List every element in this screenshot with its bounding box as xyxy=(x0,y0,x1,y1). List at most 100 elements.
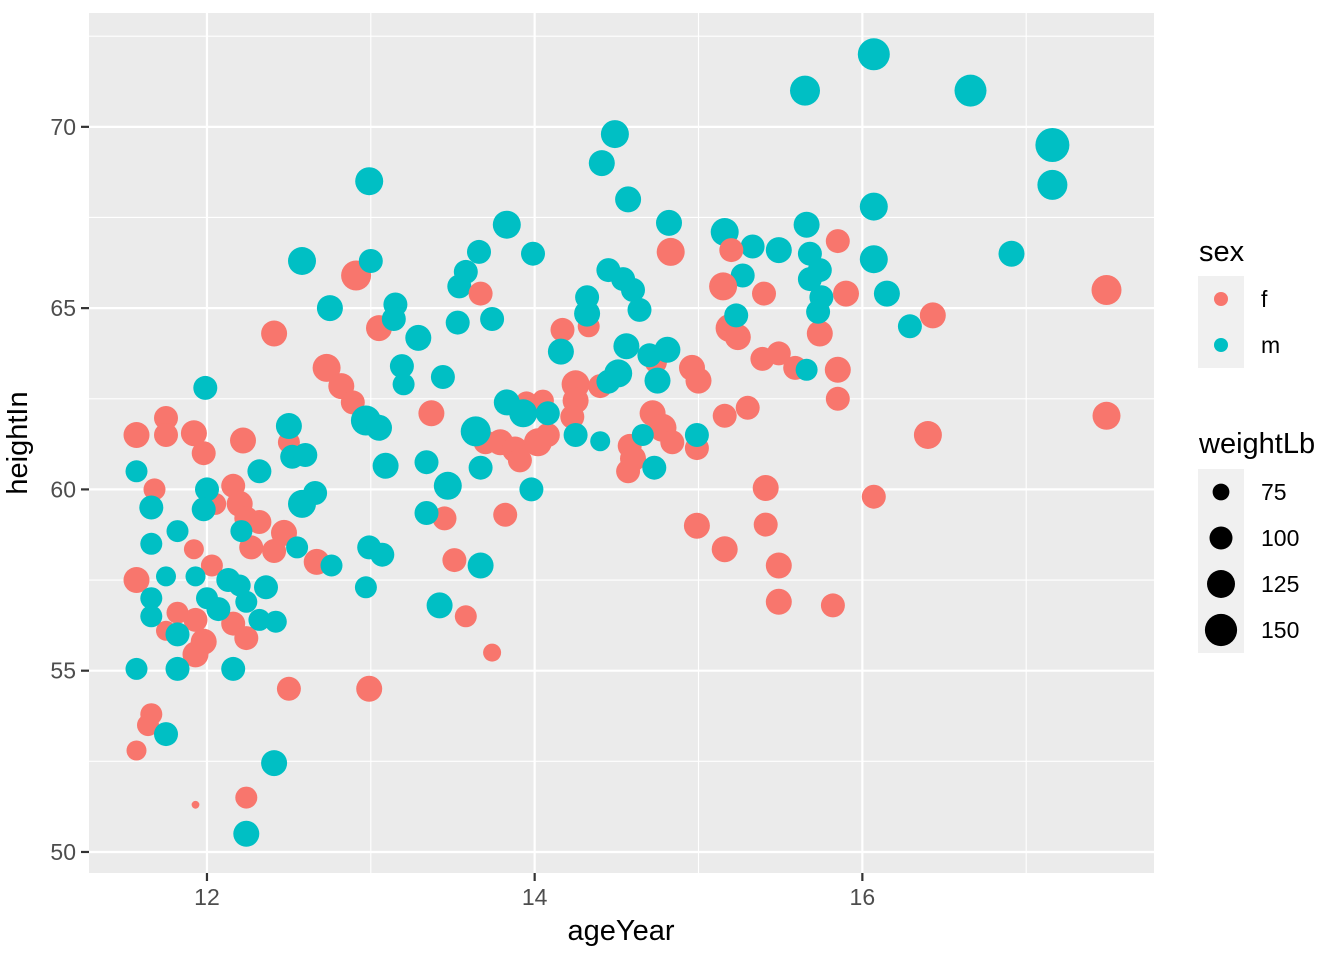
data-point-f xyxy=(154,406,178,430)
data-point-m xyxy=(140,605,163,628)
data-point-m xyxy=(590,431,611,452)
legend-size-title: weightLb xyxy=(1198,428,1315,460)
data-point-m xyxy=(354,576,377,599)
data-point-f xyxy=(123,567,150,593)
data-point-f xyxy=(234,626,259,651)
data-point-m xyxy=(320,554,343,577)
data-point-m xyxy=(316,295,343,322)
data-point-m xyxy=(366,414,392,441)
data-point-m xyxy=(293,443,318,467)
data-point-f xyxy=(356,675,383,702)
data-point-m xyxy=(191,497,216,522)
data-point-m xyxy=(806,299,831,324)
data-point-f xyxy=(711,536,738,563)
data-point-m xyxy=(724,303,749,328)
data-point-m xyxy=(740,234,765,259)
data-point-f xyxy=(825,229,850,254)
data-point-m xyxy=(859,245,888,274)
data-point-f xyxy=(137,714,159,737)
data-point-m xyxy=(519,477,544,502)
data-point-m xyxy=(521,241,545,266)
data-point-m xyxy=(730,263,755,288)
data-point-m xyxy=(355,167,384,196)
data-point-m xyxy=(165,656,190,681)
data-point-f xyxy=(735,395,760,420)
data-point-f xyxy=(180,420,207,447)
data-point-f xyxy=(182,641,209,668)
data-point-f xyxy=(183,539,204,560)
data-point-f xyxy=(483,643,502,662)
data-point-m xyxy=(221,656,246,681)
data-point-f xyxy=(712,403,737,428)
data-point-f xyxy=(183,607,208,632)
data-point-f xyxy=(824,356,851,383)
data-points xyxy=(123,38,1122,847)
data-point-f xyxy=(753,512,778,537)
data-point-m xyxy=(140,587,163,610)
data-point-m xyxy=(156,566,176,587)
data-point-m xyxy=(684,423,709,447)
data-point-m xyxy=(563,423,588,447)
data-point-m xyxy=(600,120,629,149)
data-point-m xyxy=(195,477,219,502)
data-point-m xyxy=(790,75,820,106)
data-point-f xyxy=(235,786,258,809)
data-point-m xyxy=(509,399,538,428)
data-point-m xyxy=(426,592,453,619)
legend-size-dot xyxy=(1212,483,1230,501)
data-point-m xyxy=(613,333,640,360)
axis-tick-labels: 12 14 16 50 55 60 65 70 xyxy=(50,114,875,910)
data-point-m xyxy=(1035,128,1070,162)
legend-label-f: f xyxy=(1261,286,1268,312)
data-point-f xyxy=(535,423,560,447)
data-point-m xyxy=(275,413,302,439)
data-point-m xyxy=(381,307,406,331)
data-point-m xyxy=(254,575,278,600)
data-point-f xyxy=(683,512,710,539)
data-point-m xyxy=(765,237,792,264)
legend-size-label: 100 xyxy=(1261,525,1299,551)
data-point-f xyxy=(685,367,712,394)
y-axis-title: heightIn xyxy=(2,391,34,494)
data-point-f xyxy=(825,386,850,411)
data-point-f xyxy=(1092,401,1121,430)
data-point-m xyxy=(642,455,667,480)
data-point-m xyxy=(433,471,462,500)
data-point-f xyxy=(261,320,288,347)
data-point-m xyxy=(654,336,681,363)
y-tick-label: 50 xyxy=(50,839,76,865)
legend-dot-f xyxy=(1214,292,1228,306)
data-point-f xyxy=(432,506,457,531)
data-point-m xyxy=(140,532,163,555)
data-point-m xyxy=(392,373,415,396)
data-point-m xyxy=(235,590,258,613)
legend: sex fm weightLb 75 100 125 150 xyxy=(1198,236,1315,653)
data-point-f xyxy=(719,238,744,263)
data-point-m xyxy=(247,459,272,484)
data-point-f xyxy=(820,593,845,618)
data-point-f xyxy=(752,281,776,306)
x-tick-label: 14 xyxy=(522,884,548,910)
data-point-f xyxy=(123,422,150,448)
data-point-m xyxy=(588,150,615,177)
data-point-m xyxy=(627,297,652,322)
data-point-m xyxy=(125,460,148,483)
x-axis-title: ageYear xyxy=(568,915,675,947)
data-point-f xyxy=(709,272,738,301)
data-point-f xyxy=(143,478,166,501)
data-point-m xyxy=(467,239,491,264)
data-point-m xyxy=(261,750,288,777)
data-point-f xyxy=(765,552,792,579)
data-point-f xyxy=(262,539,287,563)
y-tick-label: 60 xyxy=(50,476,76,502)
data-point-m xyxy=(139,495,164,520)
data-point-m xyxy=(535,401,560,426)
data-point-m xyxy=(165,622,190,647)
data-point-f xyxy=(560,404,585,429)
data-point-m xyxy=(370,542,395,567)
data-point-m xyxy=(656,209,682,236)
data-point-m xyxy=(303,481,328,505)
data-point-m xyxy=(414,450,439,475)
